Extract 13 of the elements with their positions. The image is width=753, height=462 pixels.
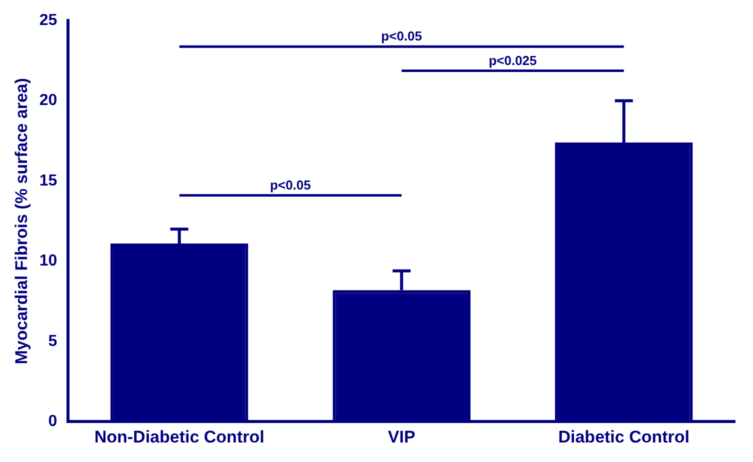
y-tick-label: 10 xyxy=(39,252,58,270)
y-axis-title: Myocardial Fibrois (% surface area) xyxy=(12,78,31,364)
annotation: p<0.025 xyxy=(488,52,537,68)
y-tick-label: 20 xyxy=(39,92,58,110)
annotation: p<0.05 xyxy=(270,178,311,193)
y-tick-label: 0 xyxy=(48,413,58,430)
x-tick-label: VIP xyxy=(388,427,416,446)
annotation: p<0.05 xyxy=(381,28,422,44)
y-tick-label: 25 xyxy=(39,12,58,30)
x-tick-label: Non-Diabetic Control xyxy=(94,427,264,446)
y-tick-label: 5 xyxy=(48,332,58,350)
y-tick-label: 15 xyxy=(39,172,58,190)
x-tick-label: Diabetic Control xyxy=(558,427,690,446)
